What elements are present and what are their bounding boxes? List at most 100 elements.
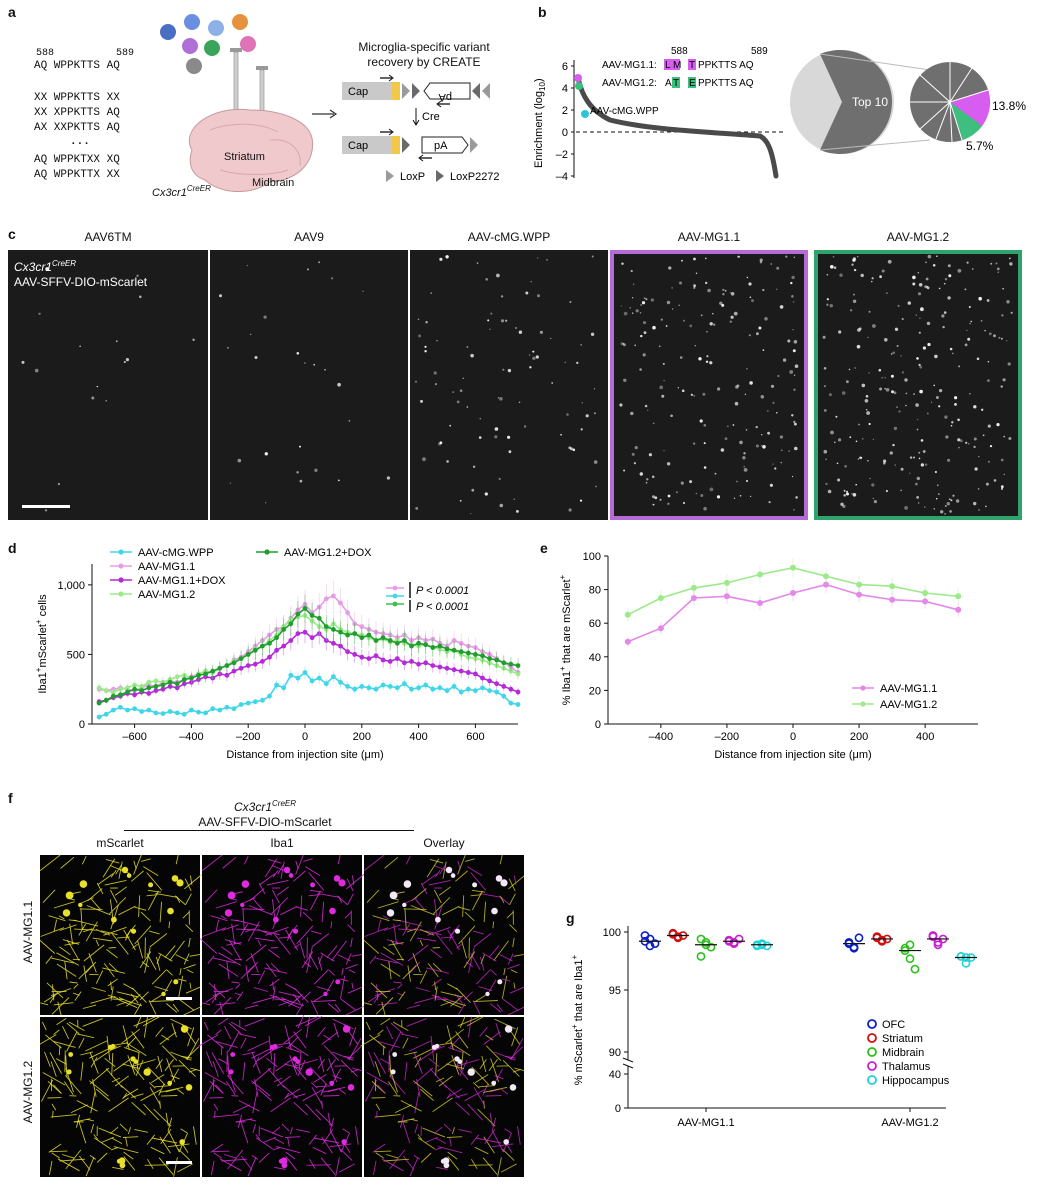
- data-point: [430, 645, 436, 650]
- sequence-line: AQ WPPKTTS AQ: [34, 60, 120, 72]
- data-point: [856, 581, 863, 588]
- construct-after-cre: Cap pA: [342, 128, 478, 162]
- cell-body: [111, 916, 117, 923]
- cell-process: [368, 1051, 375, 1068]
- cell-body: [491, 907, 498, 915]
- cell-body: [167, 1080, 173, 1086]
- cell-process: [258, 1152, 270, 1163]
- cell-process: [226, 942, 242, 946]
- cell-process: [437, 1059, 455, 1072]
- cell-process: [383, 924, 401, 931]
- cell-body: [497, 979, 503, 985]
- cell-process: [410, 905, 435, 916]
- cell-process: [247, 1040, 270, 1052]
- data-point: [153, 710, 159, 716]
- cell-process: [151, 1137, 178, 1144]
- cell-process: [56, 963, 77, 977]
- points-midbrain: [695, 934, 717, 961]
- cell-process: [297, 1014, 305, 1029]
- cell-process: [164, 1059, 174, 1072]
- cell-process: [479, 1059, 487, 1069]
- cell-process: [240, 1037, 247, 1049]
- x-tick-label: –400: [179, 731, 203, 743]
- cell-process: [69, 981, 78, 984]
- cell-process: [475, 969, 491, 985]
- cell-process: [507, 953, 514, 965]
- data-point: [288, 672, 294, 678]
- cell-process: [346, 872, 367, 890]
- cell-body: [450, 873, 456, 878]
- cell-process: [374, 1114, 401, 1118]
- cell-process: [287, 1042, 309, 1057]
- cell-process: [212, 1150, 230, 1153]
- data-point: [409, 659, 414, 664]
- cell-process: [413, 1052, 423, 1074]
- data-point: [302, 606, 308, 611]
- cell-process: [323, 1045, 340, 1061]
- cell-process: [228, 939, 242, 961]
- series-aav-mg1-1: [624, 576, 962, 647]
- cell-process: [104, 1057, 116, 1067]
- cell-body: [333, 875, 341, 882]
- cell-body: [440, 1158, 446, 1164]
- cell-process: [303, 858, 313, 862]
- cell-process: [300, 895, 303, 917]
- cell-body: [342, 1025, 351, 1033]
- cell-process: [254, 937, 275, 942]
- cell-process: [338, 1088, 346, 1095]
- construct-label: AAV-SFFV-DIO-mScarlet: [14, 275, 148, 289]
- cell-process: [446, 1092, 452, 1100]
- cell-process: [133, 855, 142, 875]
- cell-process: [406, 1018, 427, 1027]
- cell-process: [80, 1051, 94, 1056]
- data-point: [430, 686, 436, 692]
- cell-process: [138, 895, 141, 917]
- cell-process: [48, 1160, 53, 1176]
- data-point: [352, 631, 358, 636]
- cell-process: [202, 927, 227, 937]
- cell-process: [96, 1152, 108, 1163]
- data-point: [624, 638, 631, 645]
- cell-process: [257, 939, 262, 947]
- cell-body: [173, 979, 179, 985]
- sequence-line: XX XPPKTTS AQ: [34, 107, 120, 119]
- data-point: [956, 952, 966, 961]
- cell-body: [130, 928, 137, 934]
- cell-process: [447, 983, 458, 990]
- cell-process: [260, 1127, 284, 1138]
- data-point: [690, 595, 697, 601]
- cell-process: [180, 1128, 188, 1134]
- striatum-label: Striatum: [224, 151, 265, 163]
- data-point: [189, 675, 194, 681]
- x-tick-label: –400: [649, 731, 673, 743]
- data-point: [473, 671, 478, 677]
- cell-process: [404, 1051, 418, 1056]
- cell-process: [214, 1110, 216, 1118]
- cell-process: [316, 1085, 334, 1088]
- data-point: [690, 584, 697, 591]
- cell-process: [53, 919, 58, 932]
- cell-process: [42, 1072, 66, 1086]
- micrograph-aav6tm: AAV6TM: [8, 250, 208, 520]
- data-point: [501, 684, 507, 689]
- panel-a-label: a: [8, 4, 16, 20]
- cell-process: [432, 947, 440, 949]
- cell-process: [459, 1059, 468, 1077]
- cell-process: [159, 1031, 177, 1045]
- col-iba1: Iba1: [270, 836, 294, 850]
- data-point: [657, 625, 664, 632]
- data-point: [174, 681, 180, 687]
- cell-process: [465, 858, 475, 862]
- cell-process: [464, 1089, 486, 1102]
- cell-process: [218, 963, 239, 977]
- data-point: [416, 685, 421, 691]
- cell-process: [492, 921, 495, 929]
- pvalue-text: P < 0.0001: [416, 601, 469, 613]
- cell-process: [108, 1097, 129, 1112]
- cell-process: [295, 993, 303, 1001]
- cell-process: [211, 994, 218, 1003]
- series-line: [98, 671, 519, 718]
- cell-process: [90, 1123, 95, 1134]
- cell-process: [131, 870, 144, 882]
- cell-process: [404, 908, 407, 930]
